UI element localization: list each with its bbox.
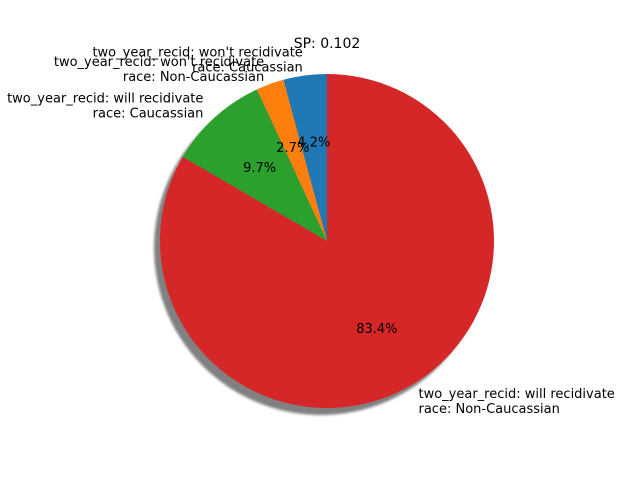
slice-percentage-label: 2.7% (276, 141, 309, 156)
pie-slices (159, 74, 494, 408)
slice-category-label-line: race: Caucassian (192, 60, 303, 75)
pie-slice (159, 74, 494, 408)
slice-category-label: two_year_recid: will recidivate race: Cau… (7, 92, 203, 122)
slice-category-label-line: two_year_recid: won't recidivate (92, 45, 302, 60)
slice-category-label: two_year_recid: will recidivate race: Non… (419, 387, 615, 417)
slice-percentage-label: 9.7% (243, 161, 276, 176)
slice-category-label-line: race: Non-Caucassian (123, 70, 264, 85)
slice-category-label-line: race: Caucassian (93, 107, 204, 122)
slice-percentage-label: 4.2% (297, 136, 330, 151)
slice-category-label-line: two_year_recid: will recidivate (419, 387, 615, 402)
pie-labels: 4.2%two_year_recid: won't recidivate race… (7, 45, 615, 416)
slice-category-label: two_year_recid: won't recidivate race: Ca… (92, 45, 302, 75)
pie-slice (182, 89, 327, 241)
pie-slice (256, 79, 327, 241)
chart-title: SP: 0.102 (294, 36, 361, 52)
slice-category-label-line: two_year_recid: will recidivate (7, 92, 203, 107)
slice-category-label-line: two_year_recid: won't recidivate (54, 55, 264, 70)
pie-slice (283, 74, 327, 241)
slice-category-label: two_year_recid: won't recidivate race: No… (54, 55, 264, 85)
slice-category-label-line: race: Non-Caucassian (419, 402, 560, 417)
slice-percentage-label: 83.4% (356, 322, 397, 337)
